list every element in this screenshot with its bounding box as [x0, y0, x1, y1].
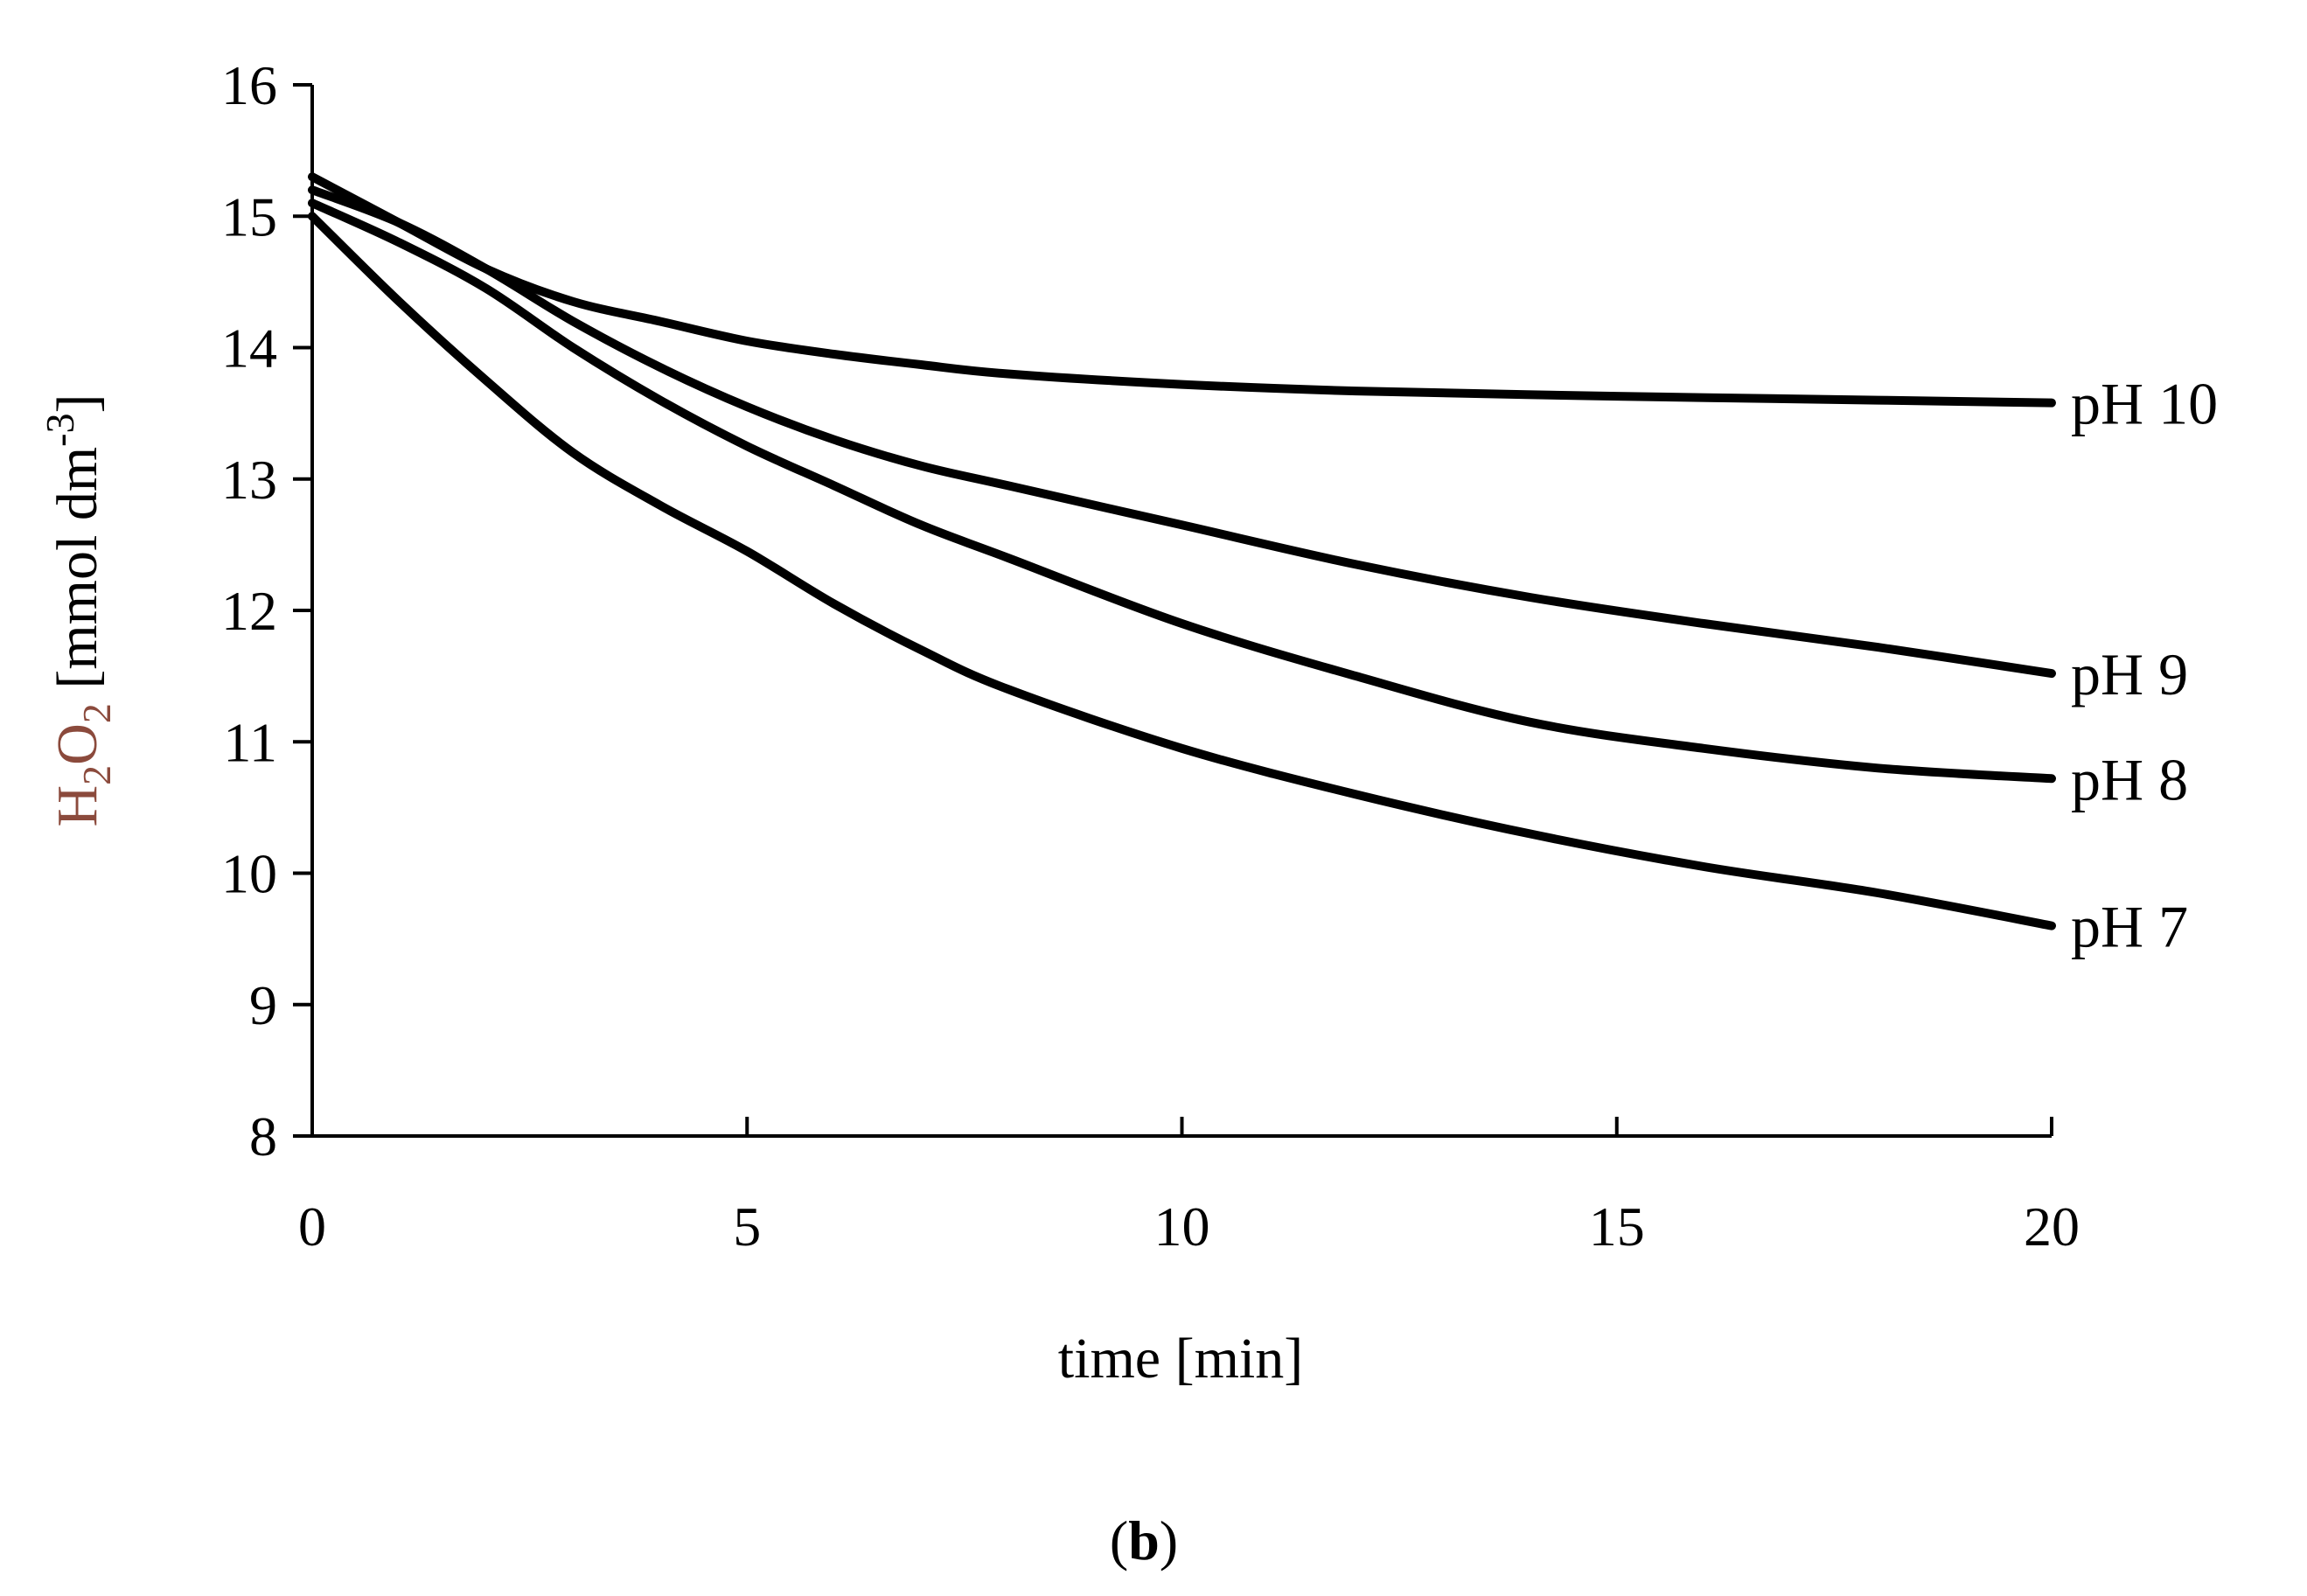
panel-label-close: ) — [1160, 1509, 1178, 1572]
x-axis-title: time [min] — [1058, 1327, 1303, 1390]
y-tick-label: 9 — [249, 974, 277, 1036]
series-label: pH 10 — [2071, 371, 2218, 437]
y-tick-label: 8 — [249, 1105, 277, 1167]
y-axis-title-close: ] — [45, 394, 109, 414]
y-ticks: 8 9 10 11 12 13 14 15 16 — [221, 54, 312, 1167]
x-tick-label: 20 — [2024, 1195, 2080, 1258]
series-lines — [308, 172, 2056, 930]
y-axis-title-sup: -3 — [38, 413, 82, 446]
panel-label-open: ( — [1110, 1509, 1128, 1572]
y-tick-label: 10 — [221, 843, 277, 905]
y-tick-label: 12 — [221, 580, 277, 642]
panel-label: (b) — [1110, 1509, 1178, 1572]
x-ticks: 0 5 10 15 20 — [298, 1117, 2080, 1258]
y-axis-title: H2O2 [mmol dm-3] — [38, 394, 119, 827]
panel-label-letter: b — [1128, 1509, 1160, 1572]
y-axis-title-sub1: 2 — [74, 765, 119, 785]
x-tick-label: 10 — [1154, 1195, 1210, 1258]
x-tick-label: 5 — [733, 1195, 761, 1258]
y-tick-label: 15 — [221, 185, 277, 247]
series-line — [308, 212, 2056, 930]
y-axis-title-unit: [mmol dm — [45, 447, 109, 703]
series-label: pH 8 — [2071, 746, 2188, 812]
series-line — [308, 172, 2056, 408]
x-tick-label: 15 — [1589, 1195, 1645, 1258]
series-line — [308, 185, 2056, 679]
series-line — [308, 199, 2056, 784]
y-axis-title-h: H — [45, 785, 109, 827]
series-labels: pH 10 pH 9 pH 8 pH 7 — [2071, 371, 2218, 960]
y-axis-title-o: O — [45, 723, 109, 765]
y-axis-title-sub2: 2 — [74, 703, 119, 723]
series-label: pH 7 — [2071, 894, 2188, 960]
y-tick-label: 16 — [221, 54, 277, 116]
y-tick-label: 14 — [221, 317, 277, 380]
x-tick-label: 0 — [298, 1195, 326, 1258]
y-tick-label: 11 — [223, 711, 277, 773]
series-label: pH 9 — [2071, 641, 2188, 707]
y-tick-label: 13 — [221, 449, 277, 511]
